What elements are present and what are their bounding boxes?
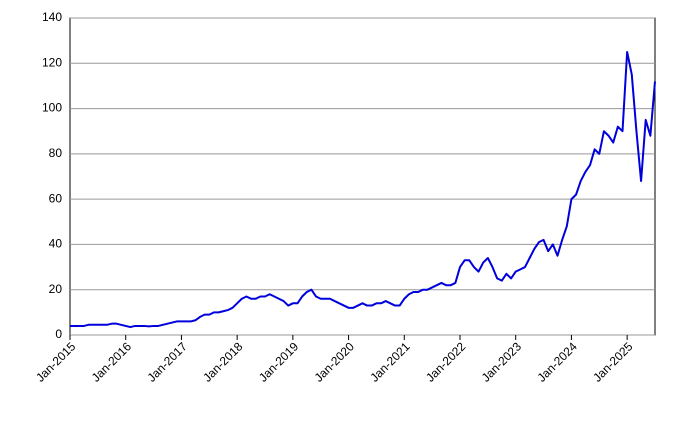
x-tick-label: Jan-2021	[367, 339, 413, 385]
x-tick-label: Jan-2023	[479, 339, 525, 385]
y-tick-label: 80	[49, 146, 63, 160]
x-tick-label: Jan-2018	[200, 339, 246, 385]
y-tick-label: 40	[49, 237, 63, 251]
x-tick-label: Jan-2015	[33, 339, 79, 385]
x-tick-label: Jan-2024	[535, 339, 581, 385]
y-tick-label: 140	[42, 10, 62, 24]
plot-frame	[69, 17, 656, 336]
x-tick-label: Jan-2022	[423, 339, 469, 385]
y-tick-label: 0	[55, 327, 62, 341]
y-tick-label: 120	[42, 55, 62, 69]
y-tick-label: 100	[42, 101, 62, 115]
y-tick-label: 20	[49, 282, 63, 296]
x-tick-label: Jan-2017	[145, 339, 191, 385]
x-tick-label: Jan-2016	[89, 339, 135, 385]
y-tick-label: 60	[49, 191, 63, 205]
x-tick-label: Jan-2019	[256, 339, 302, 385]
price-line	[70, 50, 656, 329]
x-tick-label: Jan-2025	[590, 339, 636, 385]
x-tick-label: Jan-2020	[312, 339, 358, 385]
